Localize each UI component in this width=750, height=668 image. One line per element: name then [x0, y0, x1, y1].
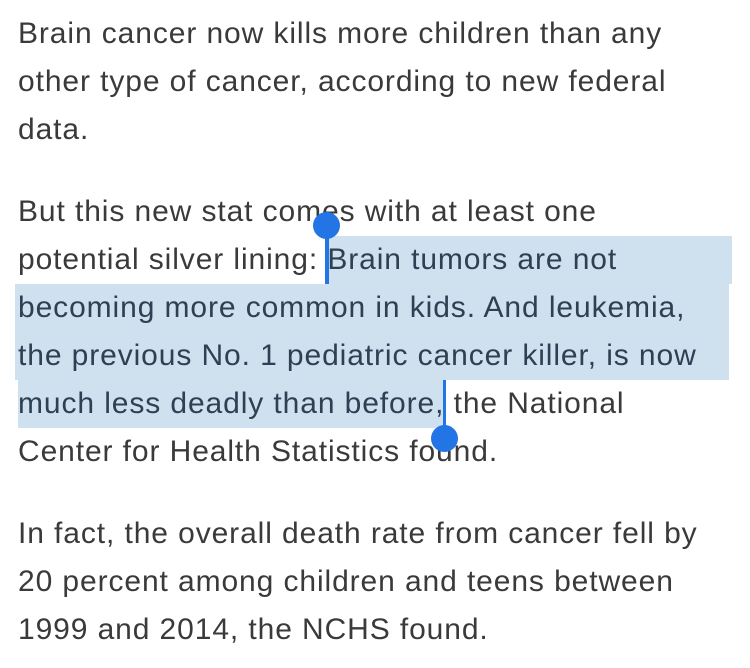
selection-handle-end-dot-icon[interactable] [431, 425, 459, 452]
selection-handle-start-dot-icon[interactable] [313, 212, 341, 239]
text-line: Center for Health Statistics found. [18, 435, 499, 468]
selection-handle-start[interactable] [325, 222, 329, 284]
text-line: In fact, the overall death rate from can… [18, 517, 698, 550]
selected-text-line[interactable]: the previous No. 1 pediatric cancer kill… [15, 332, 729, 380]
text-line: But this new stat comes with at least on… [18, 195, 597, 228]
selection-handle-end[interactable] [442, 380, 447, 440]
text-before-selection: potential silver lining: [18, 243, 328, 276]
article-body: Brain cancer now kills more children tha… [15, 10, 750, 654]
selected-text[interactable]: Brain tumors are not [313, 212, 732, 284]
text-after-selection: the National [444, 387, 625, 420]
text-line: 20 percent among children and teens betw… [18, 565, 674, 598]
paragraph-1: Brain cancer now kills more children tha… [18, 10, 750, 154]
text-line-selection-start: potential silver lining: Brain tumors ar… [18, 212, 732, 284]
text-line: other type of cancer, according to new f… [18, 65, 667, 98]
text-line: data. [18, 113, 90, 146]
text-line-selection-end: much less deadly than before, the Nation… [18, 380, 732, 452]
paragraph-3: In fact, the overall death rate from can… [18, 510, 750, 654]
selected-text-line[interactable]: becoming more common in kids. And leukem… [15, 284, 729, 332]
selected-text[interactable]: much less deadly than before, [18, 380, 459, 452]
text-line: Brain cancer now kills more children tha… [18, 17, 663, 50]
text-line: 1999 and 2014, the NCHS found. [18, 613, 489, 646]
paragraph-2: But this new stat comes with at least on… [15, 188, 750, 476]
